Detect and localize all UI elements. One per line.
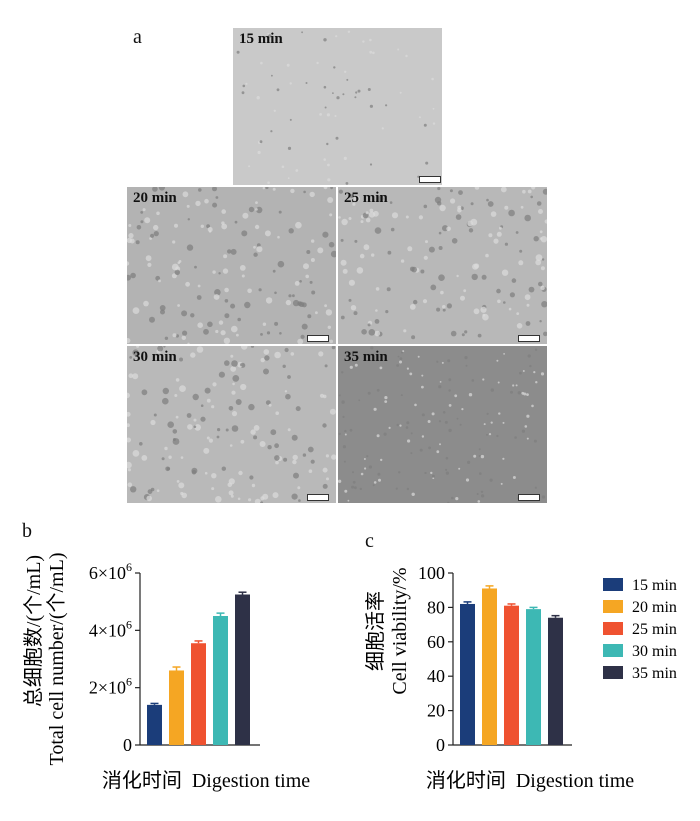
- bar-20min: [482, 588, 497, 745]
- chart-b-xlabel: 消化时间 Digestion time: [102, 769, 310, 792]
- y-tick-label: 6×106: [89, 560, 132, 583]
- micrograph-15min: 15 min: [233, 28, 442, 185]
- legend-swatch: [603, 622, 623, 635]
- bar-20min: [169, 670, 184, 745]
- y-tick-label: 80: [427, 597, 445, 617]
- micrograph-35min: 35 min: [338, 346, 547, 503]
- y-tick-label: 0: [123, 735, 132, 755]
- micrograph-texture: [127, 346, 336, 503]
- chart-b-ylabel: Total cell number/(个/mL): [45, 553, 68, 766]
- micrograph-25min: 25 min: [338, 187, 547, 344]
- scale-bar: [518, 494, 540, 501]
- legend-swatch: [603, 578, 623, 591]
- micrograph-label: 35 min: [344, 349, 388, 365]
- panel-label-a: a: [133, 26, 142, 48]
- scale-bar: [419, 176, 441, 183]
- scale-bar: [518, 335, 540, 342]
- micrograph-texture: [338, 346, 547, 503]
- scale-bar: [307, 335, 329, 342]
- cell-number-chart: 总细胞数/(个/mL) Total cell number/(个/mL) 消化时…: [22, 553, 310, 792]
- y-tick-label-exponent: 6: [126, 617, 132, 631]
- y-tick-label: 2×106: [89, 675, 132, 698]
- legend-swatch: [603, 644, 623, 657]
- chart-c-ylabel: Cell viability/%: [389, 567, 411, 694]
- legend-swatch: [603, 666, 623, 679]
- bar-25min: [191, 643, 206, 745]
- bar-35min: [548, 617, 563, 745]
- legend-label: 30 min: [632, 643, 677, 660]
- micrograph-30min: 30 min: [127, 346, 336, 503]
- chart-b-ylabel-cn: 总细胞数/(个/mL): [22, 555, 45, 707]
- micrograph-texture: [127, 187, 336, 344]
- micrograph-label: 20 min: [133, 190, 177, 206]
- legend-label: 25 min: [632, 621, 677, 638]
- bar-35min: [235, 594, 250, 745]
- chart-c-xlabel: 消化时间 Digestion time: [426, 769, 634, 792]
- y-tick-label-exponent: 6: [126, 560, 132, 574]
- bar-30min: [213, 616, 228, 745]
- legend-label: 20 min: [632, 599, 677, 616]
- bar-25min: [504, 605, 519, 745]
- legend-label: 15 min: [632, 577, 677, 594]
- bar-30min: [526, 609, 541, 745]
- bar-15min: [147, 704, 162, 745]
- y-tick-label: 40: [427, 666, 445, 686]
- y-tick-label: 4×106: [89, 617, 132, 640]
- y-tick-label-exponent: 6: [126, 675, 132, 689]
- legend-label: 35 min: [632, 665, 677, 682]
- micrograph-20min: 20 min: [127, 187, 336, 344]
- scale-bar: [307, 494, 329, 501]
- micrograph-label: 30 min: [133, 349, 177, 365]
- y-tick-label: 60: [427, 632, 445, 652]
- micrograph-label: 25 min: [344, 190, 388, 206]
- y-tick-label: 100: [418, 563, 445, 583]
- y-tick-label: 0: [436, 735, 445, 755]
- micrograph-label: 15 min: [239, 31, 283, 47]
- y-tick-label: 20: [427, 701, 445, 721]
- chart-c-ylabel-cn: 细胞活率: [364, 591, 387, 671]
- micrograph-texture: [338, 187, 547, 344]
- cell-viability-chart: 细胞活率 Cell viability/% 消化时间 Digestion tim…: [364, 563, 677, 792]
- micrograph-texture: [233, 28, 442, 185]
- panel-label-c: c: [365, 530, 374, 552]
- bar-15min: [460, 603, 475, 745]
- panel-label-b: b: [22, 520, 32, 542]
- legend-swatch: [603, 600, 623, 613]
